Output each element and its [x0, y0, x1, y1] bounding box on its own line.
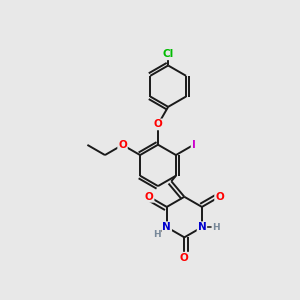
- Text: O: O: [215, 192, 224, 202]
- Text: I: I: [192, 140, 195, 150]
- Text: H: H: [212, 223, 220, 232]
- Text: N: N: [197, 222, 206, 232]
- Text: H: H: [153, 230, 160, 239]
- Text: O: O: [145, 192, 154, 202]
- Text: N: N: [162, 222, 171, 232]
- Text: Cl: Cl: [163, 49, 174, 59]
- Text: O: O: [180, 253, 189, 262]
- Text: O: O: [118, 140, 127, 150]
- Text: O: O: [154, 119, 162, 129]
